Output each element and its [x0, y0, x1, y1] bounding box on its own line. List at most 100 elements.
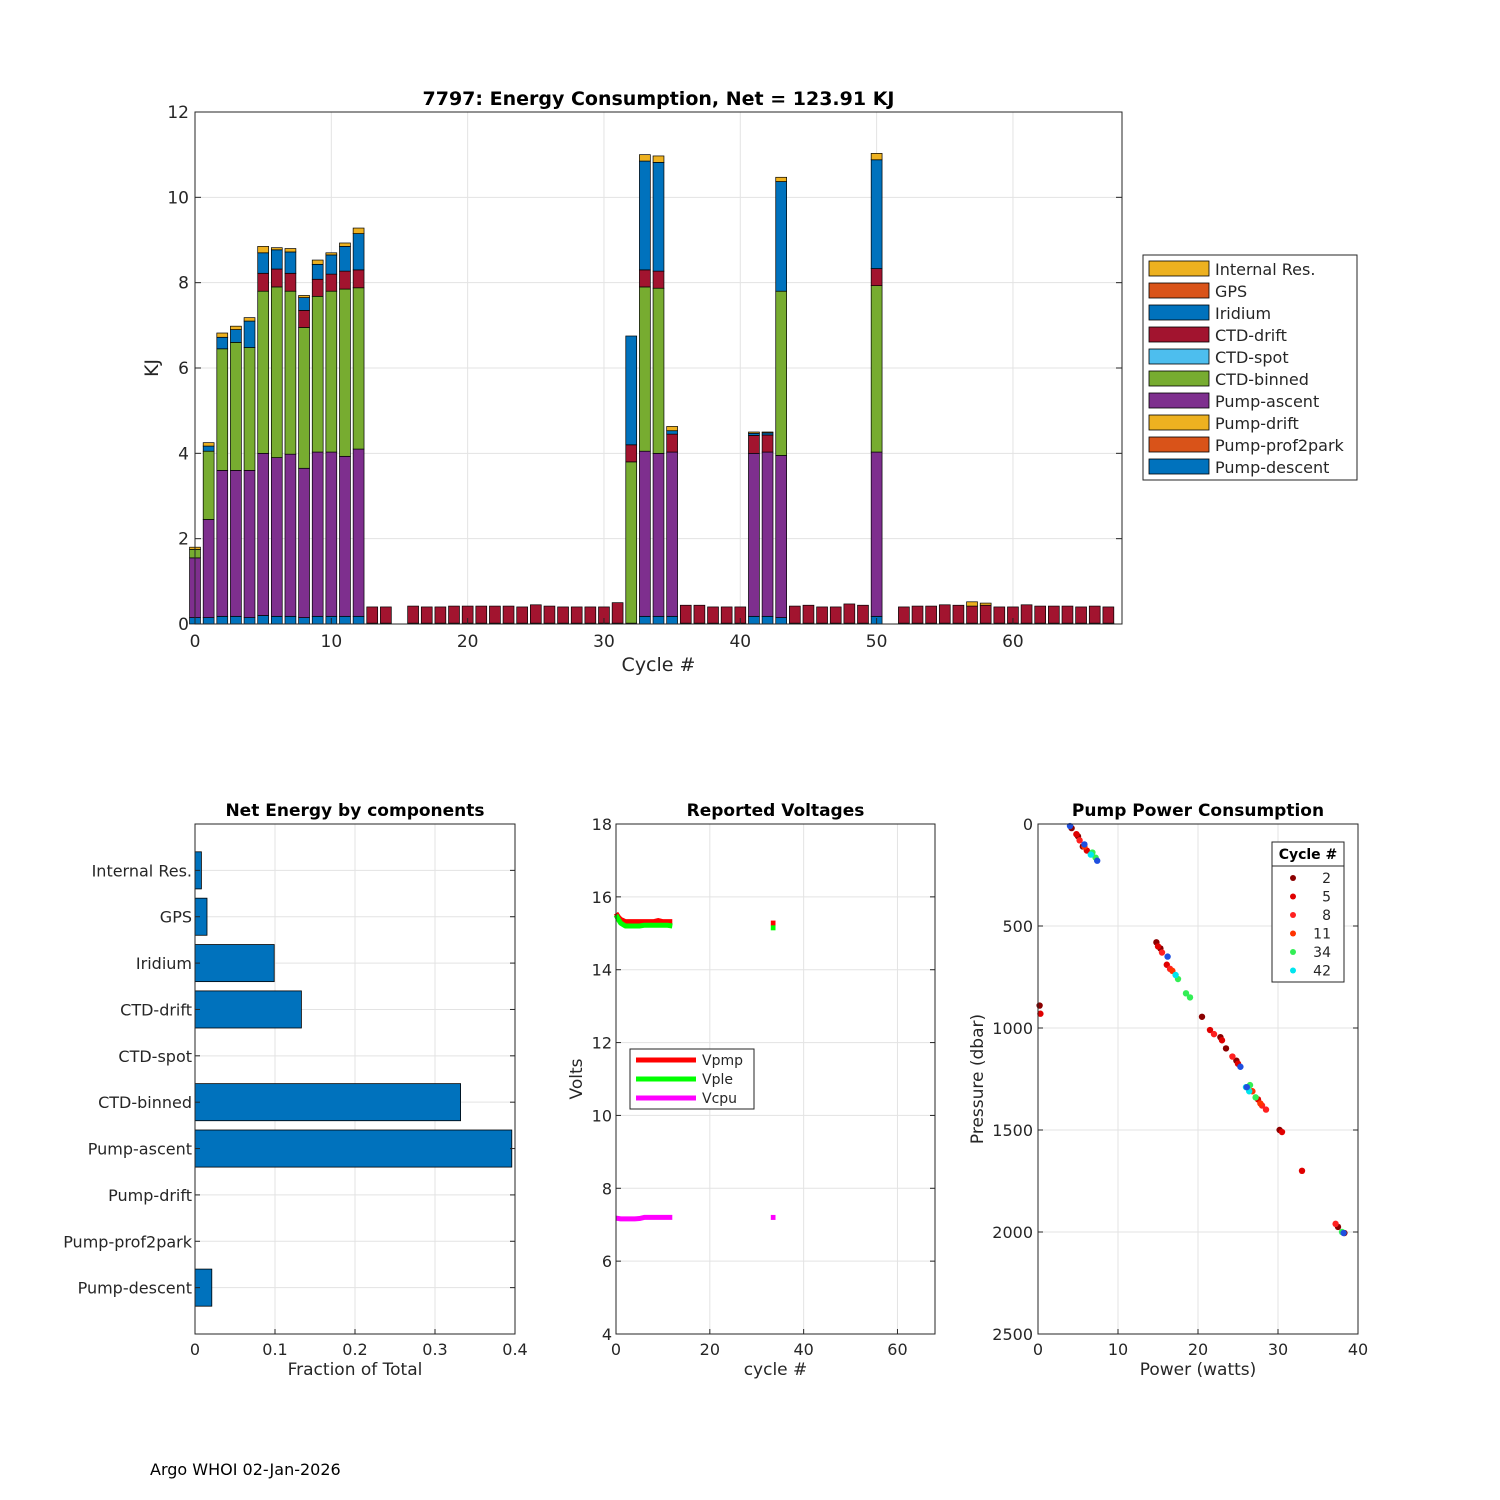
energy-bar-segment: [652, 155, 665, 163]
pump-scatter-point: [1076, 837, 1083, 844]
pump-legend-title: Cycle #: [1279, 847, 1338, 863]
pump-x-tick-label: 40: [1348, 1340, 1368, 1359]
pump-scatter-point: [1218, 1037, 1226, 1044]
energy-bar-segment: [270, 268, 283, 288]
pump-scatter-point: [1243, 1083, 1251, 1091]
energy-bar-segment: [243, 347, 256, 471]
energy-bar-segment: [202, 450, 215, 520]
pump-chart-title: Pump Power Consumption: [1072, 801, 1324, 821]
pump-legend-marker: [1290, 875, 1296, 881]
energy-legend: Internal Res. GPS Iridium CTD-drift CTD-spot…: [1142, 254, 1358, 481]
voltages-series-line: [615, 1214, 673, 1222]
energy-bar-segment: [284, 272, 297, 292]
energy-bar-segment: [216, 470, 229, 617]
energy-bar-segment: [298, 467, 310, 618]
energy-bar-segment: [979, 604, 992, 624]
energy-x-tick-label: 60: [1002, 632, 1024, 652]
energy-bar-segment: [748, 431, 760, 434]
pump-scatter-point: [1186, 994, 1194, 1001]
pump-y-tick-label: 1500: [992, 1121, 1033, 1140]
energy-x-label: Cycle #: [622, 654, 696, 676]
energy-legend-swatch: [1148, 348, 1210, 365]
energy-legend-swatch: [1148, 392, 1210, 409]
pump-scatter-point: [1158, 949, 1166, 956]
pump-y-tick-label: 1000: [992, 1019, 1033, 1038]
energy-bar-segment: [352, 287, 365, 450]
energy-x-tick-label: 10: [321, 632, 343, 652]
energy-y-label: KJ: [141, 359, 163, 377]
voltages-y-tick-label: 6: [602, 1252, 612, 1271]
components-category-label: Pump-prof2park: [63, 1232, 193, 1251]
energy-bar-segment: [775, 290, 787, 456]
energy-bar-segment: [584, 606, 597, 624]
energy-bar-segment: [366, 606, 379, 624]
energy-bar-segment: [679, 604, 692, 624]
energy-bar-segment: [625, 444, 638, 463]
energy-y-tick-label: 0: [178, 615, 189, 635]
energy-bar-segment: [202, 617, 215, 625]
pump-y-tick-label: 2500: [992, 1325, 1033, 1344]
energy-bar-segment: [311, 263, 324, 280]
components-x-tick-label: 0: [190, 1340, 200, 1359]
energy-bar-segment: [761, 615, 774, 625]
energy-bar-segment: [311, 295, 324, 453]
components-category-label: CTD-drift: [120, 1000, 192, 1019]
energy-legend-label: GPS: [1215, 282, 1247, 301]
energy-bar-segment: [216, 348, 229, 471]
components-category-label: CTD-binned: [98, 1093, 192, 1112]
voltages-x-label: cycle #: [744, 1360, 808, 1380]
energy-bar-segment: [570, 606, 583, 624]
energy-legend-swatch: [1148, 436, 1210, 453]
energy-bar-segment: [284, 615, 297, 625]
energy-legend-label: CTD-spot: [1215, 348, 1289, 367]
voltages-legend-label: Vple: [702, 1072, 733, 1088]
energy-bar-segment: [775, 455, 787, 618]
components-chart: 0 0.1 0.2 0.3 0.4 Internal Res. GPS Iridium CTD-…: [63, 801, 528, 1380]
energy-legend-label: Iridium: [1215, 304, 1271, 323]
energy-bar-segment: [1088, 605, 1101, 624]
pump-scatter-point: [1094, 857, 1101, 864]
energy-bar-segment: [789, 605, 801, 624]
energy-y-tick-label: 12: [167, 103, 189, 123]
pump-scatter-point: [1222, 1045, 1230, 1052]
pump-legend-marker: [1290, 912, 1296, 918]
energy-legend-swatch: [1148, 414, 1210, 431]
energy-bar-segment: [243, 470, 256, 618]
energy-bar-segment: [639, 450, 651, 617]
pump-x-tick-label: 10: [1108, 1340, 1128, 1359]
energy-bar-segment: [243, 617, 256, 625]
energy-bar-segment: [448, 605, 460, 624]
pump-y-label: Pressure (dbar): [968, 1014, 988, 1144]
energy-bar-segment: [216, 332, 229, 338]
energy-bar-segment: [298, 295, 310, 298]
energy-legend-swatch: [1148, 304, 1210, 321]
energy-bar-segment: [339, 615, 351, 625]
energy-bar-segment: [1075, 606, 1087, 624]
pump-scatter-point: [1252, 1094, 1259, 1101]
energy-legend-label: CTD-drift: [1215, 326, 1287, 345]
pump-power-chart: 0 10 20 30 40 0 500 1000 1500 2000 2500 Pump Power…: [968, 801, 1368, 1380]
energy-bar-segment: [802, 604, 815, 624]
energy-bar-segment: [230, 325, 242, 330]
pump-legend-marker: [1290, 967, 1296, 974]
pump-scatter-point: [1262, 1106, 1270, 1113]
energy-bar-segment: [325, 252, 338, 256]
energy-bar-segment: [748, 452, 760, 617]
energy-bar-segment: [352, 269, 365, 289]
components-x-tick-label: 0.1: [262, 1340, 287, 1359]
energy-bar-segment: [475, 605, 488, 624]
components-category-label: Pump-drift: [108, 1186, 192, 1205]
energy-y-tick-label: 6: [178, 359, 189, 379]
energy-bar-segment: [829, 606, 842, 624]
energy-bar-segment: [325, 451, 338, 617]
pump-scatter-point: [1278, 1128, 1286, 1136]
pump-scatter-point: [1164, 953, 1171, 960]
energy-bar-segment: [652, 161, 665, 272]
pump-x-label: Power (watts): [1140, 1360, 1257, 1380]
components-category-label: CTD-spot: [118, 1047, 192, 1066]
energy-bar-segment: [1102, 606, 1115, 624]
energy-bar-segment: [979, 602, 992, 606]
pump-legend-label: 2: [1322, 871, 1331, 887]
energy-bar-segment: [666, 430, 678, 435]
